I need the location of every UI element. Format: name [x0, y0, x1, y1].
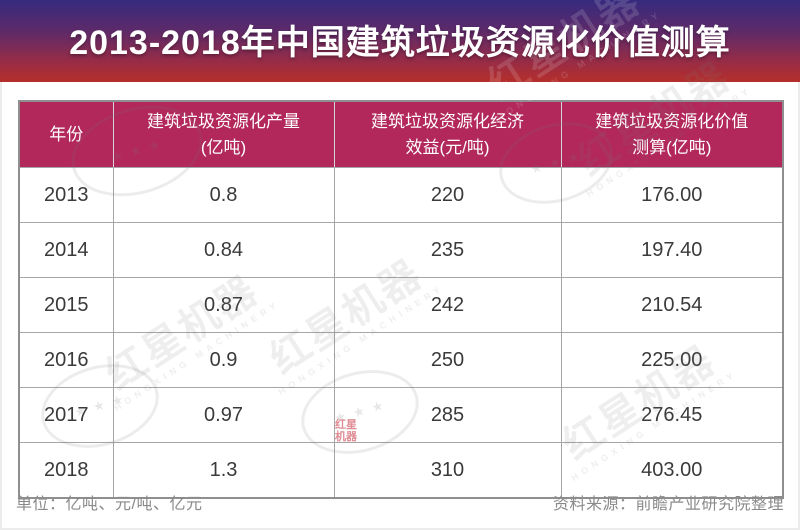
column-header-output: 建筑垃圾资源化产量 (亿吨)	[112, 101, 334, 168]
value-cell: 210.54	[560, 277, 784, 333]
header-line: 测算(亿吨)	[632, 137, 712, 157]
header-line: 建筑垃圾资源化经济	[371, 112, 524, 131]
value-estimation-table: 年份 建筑垃圾资源化产量 (亿吨) 建筑垃圾资源化经济 效益(元/吨) 建筑垃圾…	[18, 100, 784, 499]
output-cell: 0.97	[112, 387, 335, 443]
header-line: 效益(元/吨)	[405, 137, 490, 157]
source-note: 资料来源：前瞻产业研究院整理	[552, 496, 784, 513]
table-row: 2014 0.84 235 197.40	[18, 222, 784, 278]
year-cell: 2015	[18, 277, 114, 333]
value-cell: 197.40	[560, 222, 784, 278]
value-cell: 176.00	[560, 167, 784, 223]
column-header-economic-benefit: 建筑垃圾资源化经济 效益(元/吨)	[333, 101, 561, 168]
output-cell: 0.87	[112, 277, 335, 333]
benefit-cell: 235	[333, 222, 562, 278]
value-cell: 225.00	[560, 332, 784, 388]
benefit-cell: 242	[333, 277, 562, 333]
year-cell: 2018	[18, 442, 114, 499]
year-cell: 2013	[18, 167, 114, 223]
benefit-cell: 220	[333, 167, 562, 223]
header-line: 年份	[49, 124, 84, 144]
unit-note: 单位：亿吨、元/吨、亿元	[16, 496, 203, 513]
table-row: 2017 0.97 285 276.45	[18, 387, 784, 443]
header-line: (亿吨)	[200, 137, 247, 157]
table-row: 2013 0.8 220 176.00	[18, 167, 784, 223]
benefit-cell: 285	[333, 387, 562, 443]
output-cell: 0.8	[112, 167, 335, 223]
page-title: 2013-2018年中国建筑垃圾资源化价值测算	[69, 23, 731, 62]
year-cell: 2017	[18, 387, 114, 443]
header-line: 建筑垃圾资源化价值	[595, 112, 749, 131]
header-line: 建筑垃圾资源化产量	[147, 112, 300, 131]
table-row: 2015 0.87 242 210.54	[18, 277, 784, 333]
output-cell: 0.9	[112, 332, 335, 388]
table-header-row: 年份 建筑垃圾资源化产量 (亿吨) 建筑垃圾资源化经济 效益(元/吨) 建筑垃圾…	[19, 101, 783, 168]
benefit-cell: 250	[333, 332, 562, 388]
column-header-value-estimate: 建筑垃圾资源化价值 测算(亿吨)	[560, 101, 783, 168]
table-row: 2016 0.9 250 225.00	[18, 332, 784, 388]
table-row: 2018 1.3 310 403.00	[18, 442, 784, 499]
value-cell: 276.45	[560, 387, 784, 443]
output-cell: 1.3	[112, 442, 335, 499]
column-header-year: 年份	[19, 101, 113, 168]
output-cell: 0.84	[112, 222, 335, 278]
title-banner: 2013-2018年中国建筑垃圾资源化价值测算	[0, 0, 800, 82]
value-cell: 403.00	[560, 442, 784, 499]
year-cell: 2016	[18, 332, 114, 388]
year-cell: 2014	[18, 222, 114, 278]
footer-notes: 单位：亿吨、元/吨、亿元 资料来源：前瞻产业研究院整理	[16, 490, 784, 514]
